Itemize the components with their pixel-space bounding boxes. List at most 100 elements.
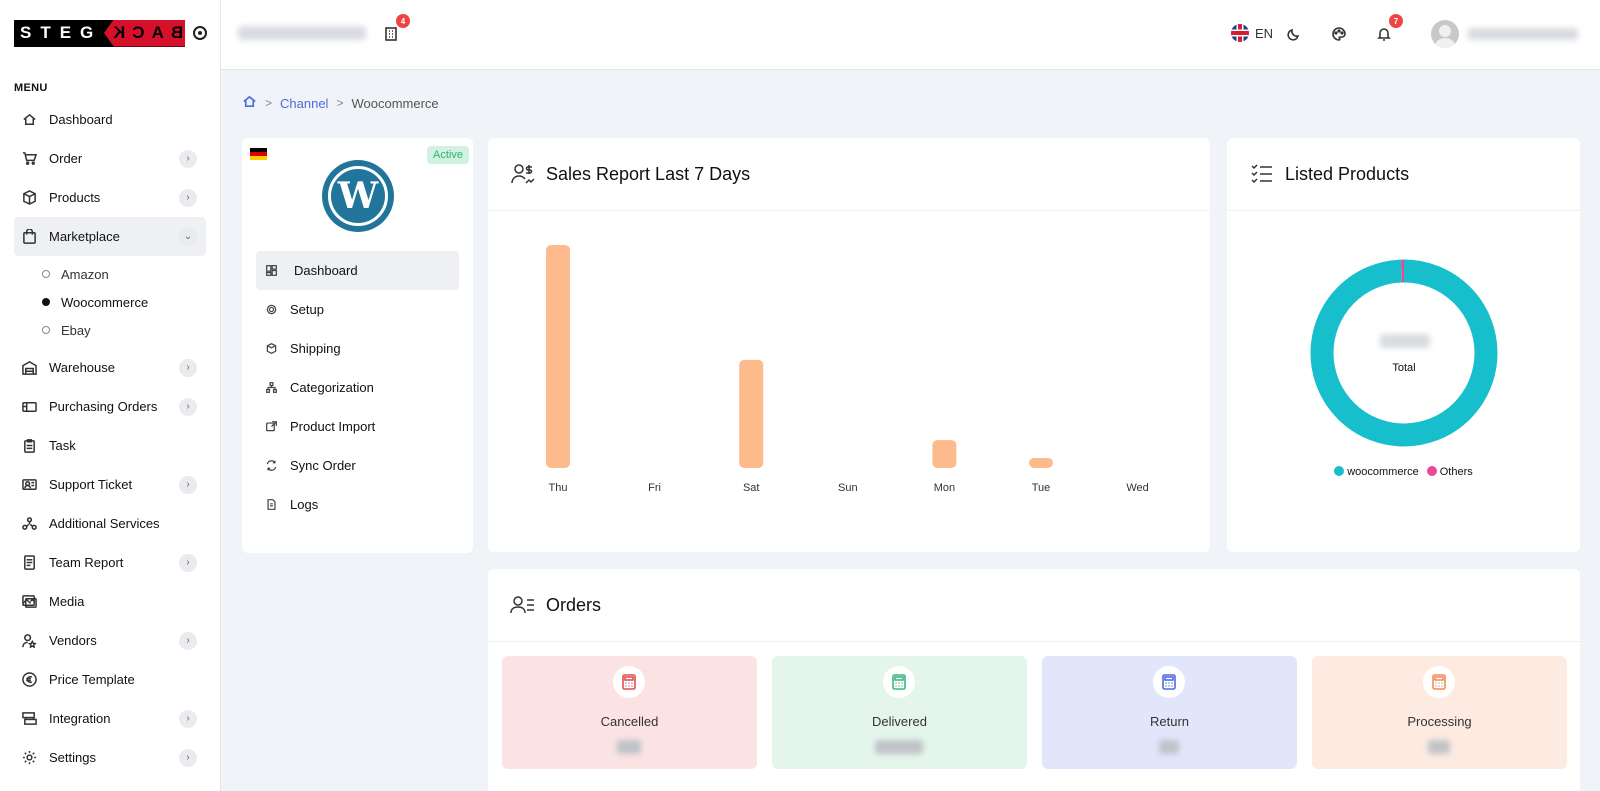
sidebar-item-support-ticket[interactable]: Support Ticket ›: [14, 465, 206, 504]
sidebar-item-label: Warehouse: [49, 360, 115, 375]
chevron-right-icon[interactable]: ›: [179, 631, 197, 650]
donut-total-value: [1380, 334, 1430, 348]
legend-item-others[interactable]: Others: [1426, 466, 1473, 478]
x-tick-label: Mon: [934, 482, 955, 494]
sidebar-item-task[interactable]: Task: [14, 426, 206, 465]
dark-mode-button[interactable]: [1280, 20, 1308, 48]
x-tick-label: Fri: [648, 482, 661, 494]
legend-item-woocommerce[interactable]: woocommerce: [1334, 466, 1419, 478]
channel-card: Active W Dashboard Setup Shipping Categoriz…: [242, 138, 473, 553]
chevron-right-icon[interactable]: ›: [179, 188, 197, 207]
chevron-right-icon[interactable]: ›: [179, 149, 197, 168]
breadcrumb-separator-icon: >: [265, 96, 273, 110]
sidebar-item-order[interactable]: Order ›: [14, 139, 206, 178]
submenu-item-label: Ebay: [61, 322, 91, 338]
sidebar-item-label: Price Template: [49, 672, 135, 687]
sidebar-item-warehouse[interactable]: Warehouse ›: [14, 348, 206, 387]
sidebar-item-marketplace[interactable]: Marketplace ⌄: [14, 217, 206, 256]
wordpress-logo: W: [322, 160, 394, 232]
channel-nav-label: Sync Order: [290, 458, 356, 473]
company-selector[interactable]: [238, 26, 366, 40]
marketplace-submenu: Amazon Woocommerce Ebay: [14, 256, 206, 348]
notifications-button[interactable]: 7: [1370, 14, 1403, 48]
sidebar-item-label: Dashboard: [49, 112, 113, 127]
checklist-icon: [1251, 164, 1272, 184]
sidebar-item-label: Order: [49, 151, 83, 166]
donut-chart: Total: [1310, 259, 1498, 447]
chevron-down-icon[interactable]: ⌄: [179, 227, 197, 246]
home-icon[interactable]: [242, 94, 257, 112]
submenu-item-amazon[interactable]: Amazon: [42, 260, 206, 288]
uk-flag-icon: [1231, 24, 1249, 42]
channel-nav-sync-order[interactable]: Sync Order: [256, 446, 459, 485]
sidebar-item-label: Vendors: [49, 633, 97, 648]
donut-slice-others[interactable]: [1310, 259, 1498, 447]
orders-card: Orders Cancelled Delivered Return Processin…: [488, 569, 1580, 791]
sidebar-item-label: Integration: [49, 711, 111, 726]
channel-nav-logs[interactable]: Logs: [256, 485, 459, 524]
chevron-right-icon[interactable]: ›: [179, 397, 197, 416]
donut-slice-woocommerce[interactable]: [1310, 259, 1498, 447]
channel-nav-label: Categorization: [290, 380, 374, 395]
warehouse-button[interactable]: 4: [377, 14, 410, 48]
channel-nav-dashboard[interactable]: Dashboard: [256, 251, 459, 290]
sales-report-card: Sales Report Last 7 Days Thu Fri Sat Sun Mon…: [488, 138, 1210, 552]
channel-nav-categorization[interactable]: Categorization: [256, 368, 459, 407]
sidebar-item-label: Products: [49, 190, 101, 205]
breadcrumb: > Channel > Woocommerce: [242, 94, 439, 112]
sidebar-item-label: Marketplace: [49, 229, 120, 244]
chevron-right-icon[interactable]: ›: [179, 358, 197, 377]
channel-nav-setup[interactable]: Setup: [256, 290, 459, 329]
sidebar-item-team-report[interactable]: Team Report ›: [14, 543, 206, 582]
import-icon: [264, 421, 278, 432]
sidebar-item-media[interactable]: Media: [14, 582, 206, 621]
submenu-item-ebay[interactable]: Ebay: [42, 316, 206, 344]
orders-title: Orders: [546, 594, 602, 615]
channel-nav-shipping[interactable]: Shipping: [256, 329, 459, 368]
breadcrumb-channel-link[interactable]: Channel: [280, 95, 329, 111]
box-icon: [21, 190, 37, 206]
sales-bar-mon[interactable]: [932, 440, 957, 468]
brand-logo[interactable]: STEG BACK: [14, 19, 185, 47]
sidebar-item-settings[interactable]: Settings ›: [14, 738, 206, 777]
sidebar-item-products[interactable]: Products ›: [14, 178, 206, 217]
sales-bar-tue[interactable]: [1029, 457, 1053, 468]
categorization-icon: [264, 382, 278, 393]
brand-logo-right-text: BACK: [105, 23, 184, 42]
sidebar-item-purchasing-orders[interactable]: Purchasing Orders ›: [14, 387, 206, 426]
sidebar-item-price-template[interactable]: Price Template: [14, 660, 206, 699]
donut-chart-svg: [1310, 259, 1498, 447]
avatar[interactable]: [1431, 20, 1459, 48]
brand-logo-left: STEG: [20, 23, 103, 42]
order-stat-cancelled[interactable]: Cancelled: [502, 656, 757, 769]
order-stat-delivered[interactable]: Delivered: [772, 656, 1027, 769]
legend-swatch: [1426, 466, 1437, 476]
chevron-right-icon[interactable]: ›: [179, 553, 197, 572]
sidebar-toggle-icon[interactable]: [193, 26, 207, 40]
status-badge: Active: [427, 146, 469, 164]
language-selector[interactable]: EN: [1231, 24, 1273, 42]
user-menu[interactable]: [1468, 28, 1578, 40]
chevron-right-icon[interactable]: ›: [179, 475, 197, 494]
order-stat-processing[interactable]: Processing: [1312, 656, 1567, 769]
order-stat-return[interactable]: Return: [1042, 656, 1297, 769]
sidebar-item-integration[interactable]: Integration ›: [14, 699, 206, 738]
calculator-icon: [1423, 666, 1455, 698]
home-icon: [21, 112, 37, 128]
submenu-item-woocommerce[interactable]: Woocommerce: [42, 288, 206, 316]
channel-nav-product-import[interactable]: Product Import: [256, 407, 459, 446]
sidebar-item-label: Task: [49, 438, 76, 453]
chevron-right-icon[interactable]: ›: [179, 709, 197, 728]
chevron-right-icon[interactable]: ›: [179, 748, 197, 767]
order-stat-label: Return: [1149, 714, 1190, 729]
sync-icon: [264, 460, 278, 471]
sidebar-item-additional-services[interactable]: Additional Services: [14, 504, 206, 543]
theme-button[interactable]: [1325, 20, 1353, 48]
sales-bar-thu[interactable]: [546, 245, 570, 468]
order-stat-value: [1428, 740, 1450, 754]
listed-products-header: Listed Products: [1227, 138, 1580, 211]
warehouse-icon: [21, 360, 37, 376]
sidebar-item-dashboard[interactable]: Dashboard: [14, 100, 206, 139]
sales-bar-sat[interactable]: [739, 359, 764, 468]
sidebar-item-vendors[interactable]: Vendors ›: [14, 621, 206, 660]
